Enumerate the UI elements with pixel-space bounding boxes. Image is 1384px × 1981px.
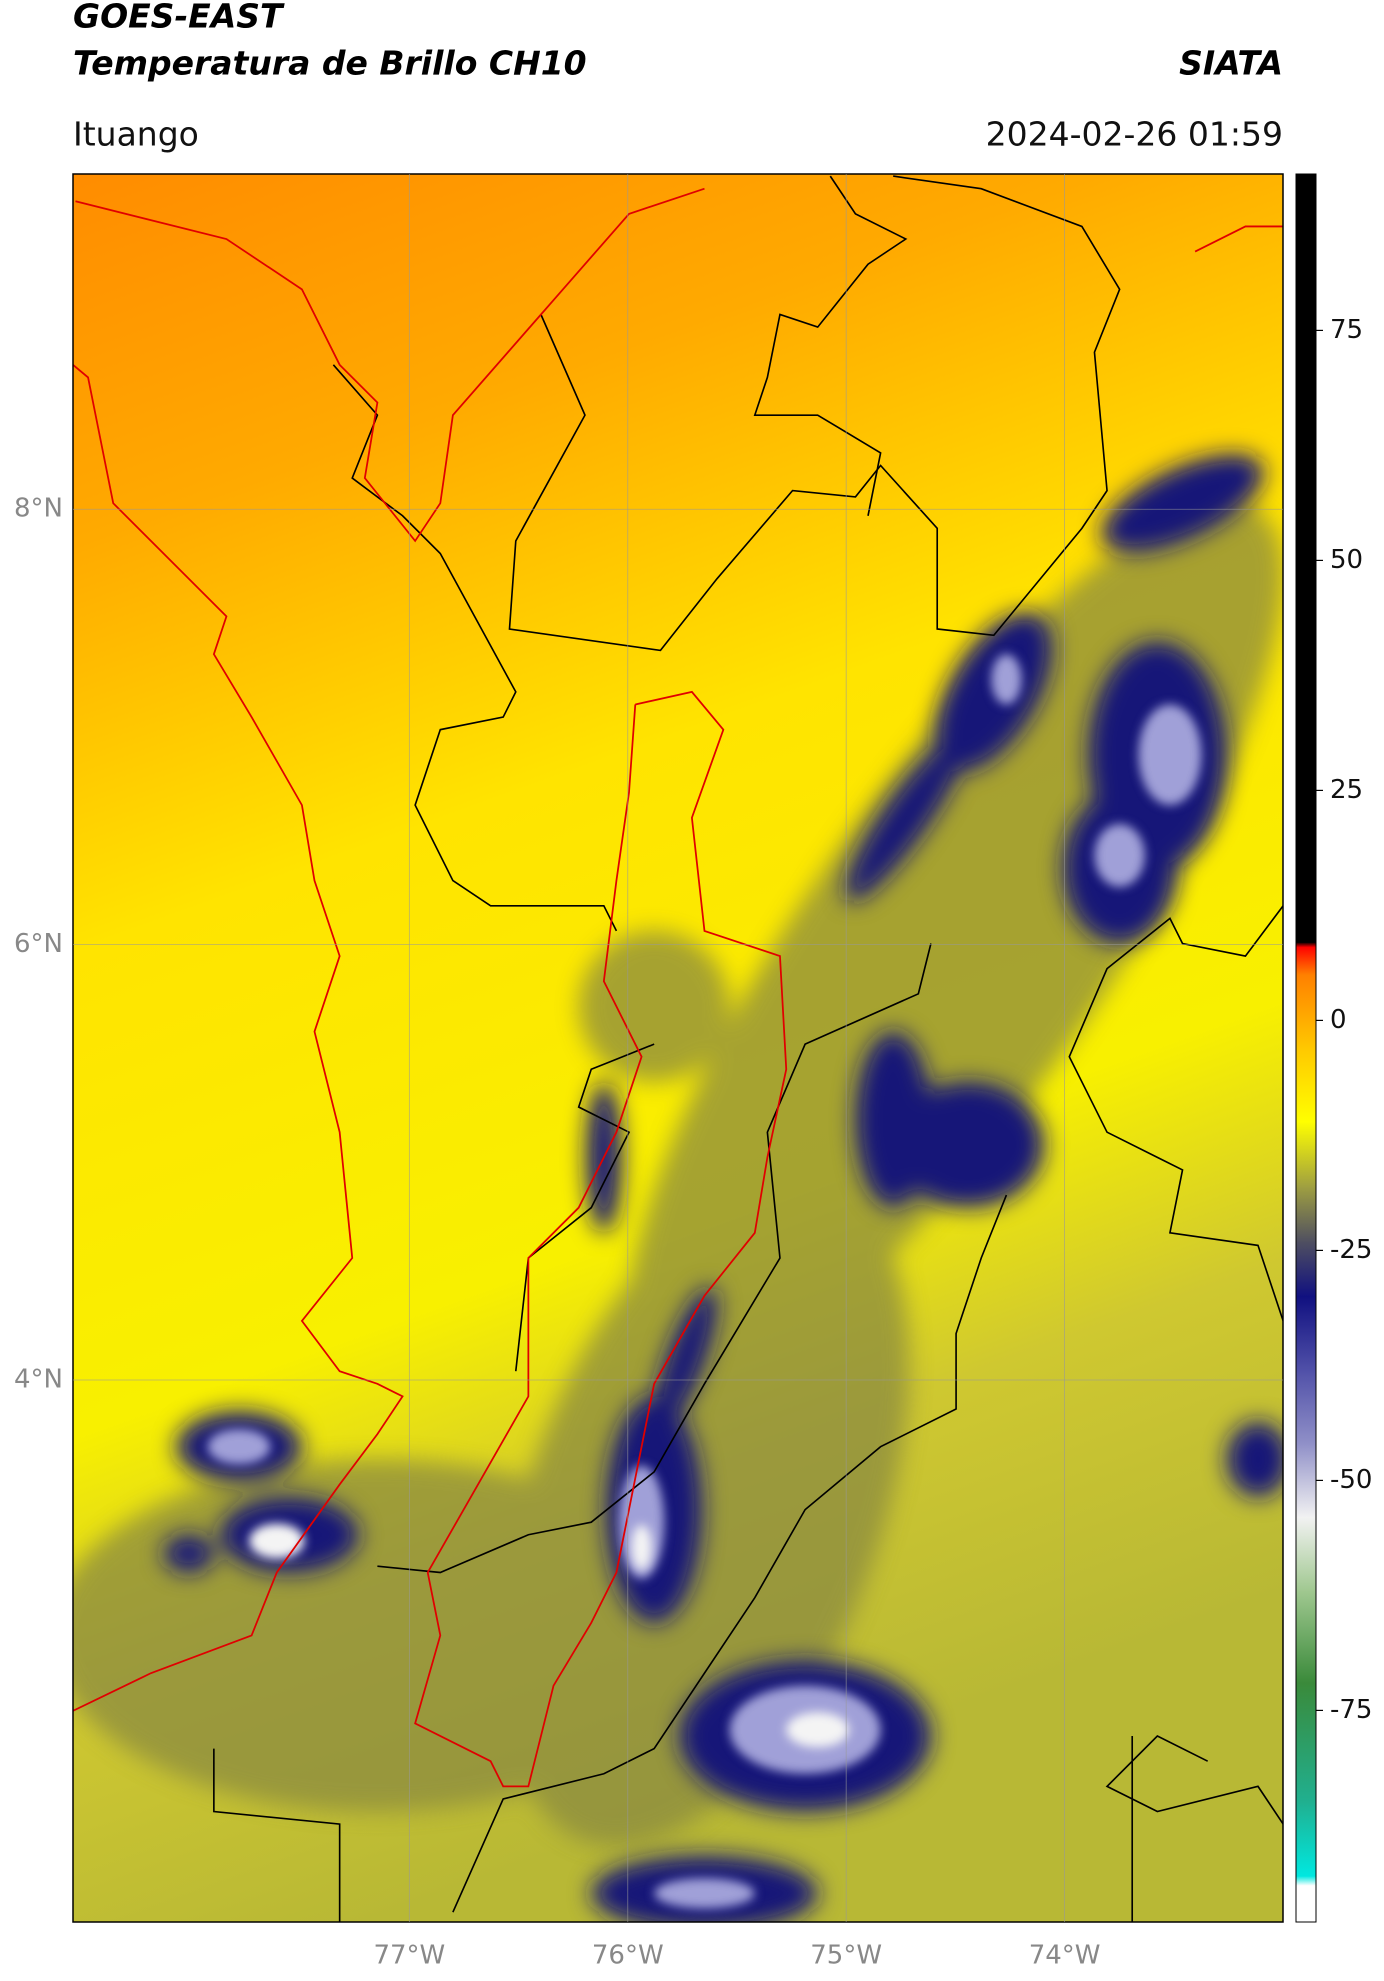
map-image — [73, 174, 1283, 1922]
colorbar-tick-label: 50 — [1330, 545, 1363, 575]
colorbar-segment — [1296, 1296, 1316, 1371]
colorbar-segment — [1296, 1590, 1316, 1684]
colorbar-segment — [1296, 1443, 1316, 1518]
colorbar-segment — [1296, 1876, 1316, 1886]
title: GOES-EAST — [73, 0, 285, 36]
colorbar-tick-label: 0 — [1330, 1005, 1347, 1035]
y-tick-label: 4°N — [14, 1364, 63, 1394]
subtitle: Temperatura de Brillo CH10 — [73, 44, 587, 83]
source: SIATA — [1179, 44, 1283, 83]
y-tick-label: 6°N — [14, 929, 63, 959]
colorbar-segment — [1296, 1048, 1316, 1123]
colorbar-segment — [1296, 1682, 1316, 1803]
colorbar-tick-label: -25 — [1330, 1235, 1372, 1265]
colorbar-segment — [1296, 942, 1316, 948]
colorbar-segment — [1296, 1370, 1316, 1445]
colorbar-segment — [1296, 1517, 1316, 1592]
colorbar-segment — [1296, 1885, 1316, 1923]
x-tick-label: 75°W — [810, 1941, 882, 1971]
colorbar-segment — [1296, 1802, 1316, 1877]
y-tick-label: 8°N — [14, 494, 63, 524]
colorbar-tick-label: 25 — [1330, 775, 1363, 805]
colorbar-segment — [1296, 946, 1316, 975]
datetime: 2024-02-26 01:59 — [986, 115, 1283, 154]
map-frame — [72, 173, 1284, 1923]
colorbar-segment — [1296, 974, 1316, 1049]
colorbar-segment — [1296, 1186, 1316, 1242]
x-tick-label: 76°W — [592, 1941, 664, 1971]
colorbar-segment — [1296, 174, 1316, 943]
colorbar-tick-label: 75 — [1330, 315, 1363, 345]
x-tick-label: 74°W — [1029, 1941, 1101, 1971]
colorbar-tick-label: -75 — [1330, 1695, 1372, 1725]
colorbar-segment — [1296, 1121, 1316, 1187]
colorbar-tick-label: -50 — [1330, 1465, 1372, 1495]
colorbar-frame — [1295, 173, 1317, 1923]
location: Ituango — [73, 115, 199, 154]
colorbar-segment — [1296, 1241, 1316, 1297]
colorbar — [1296, 174, 1316, 1923]
x-tick-label: 77°W — [373, 1941, 445, 1971]
